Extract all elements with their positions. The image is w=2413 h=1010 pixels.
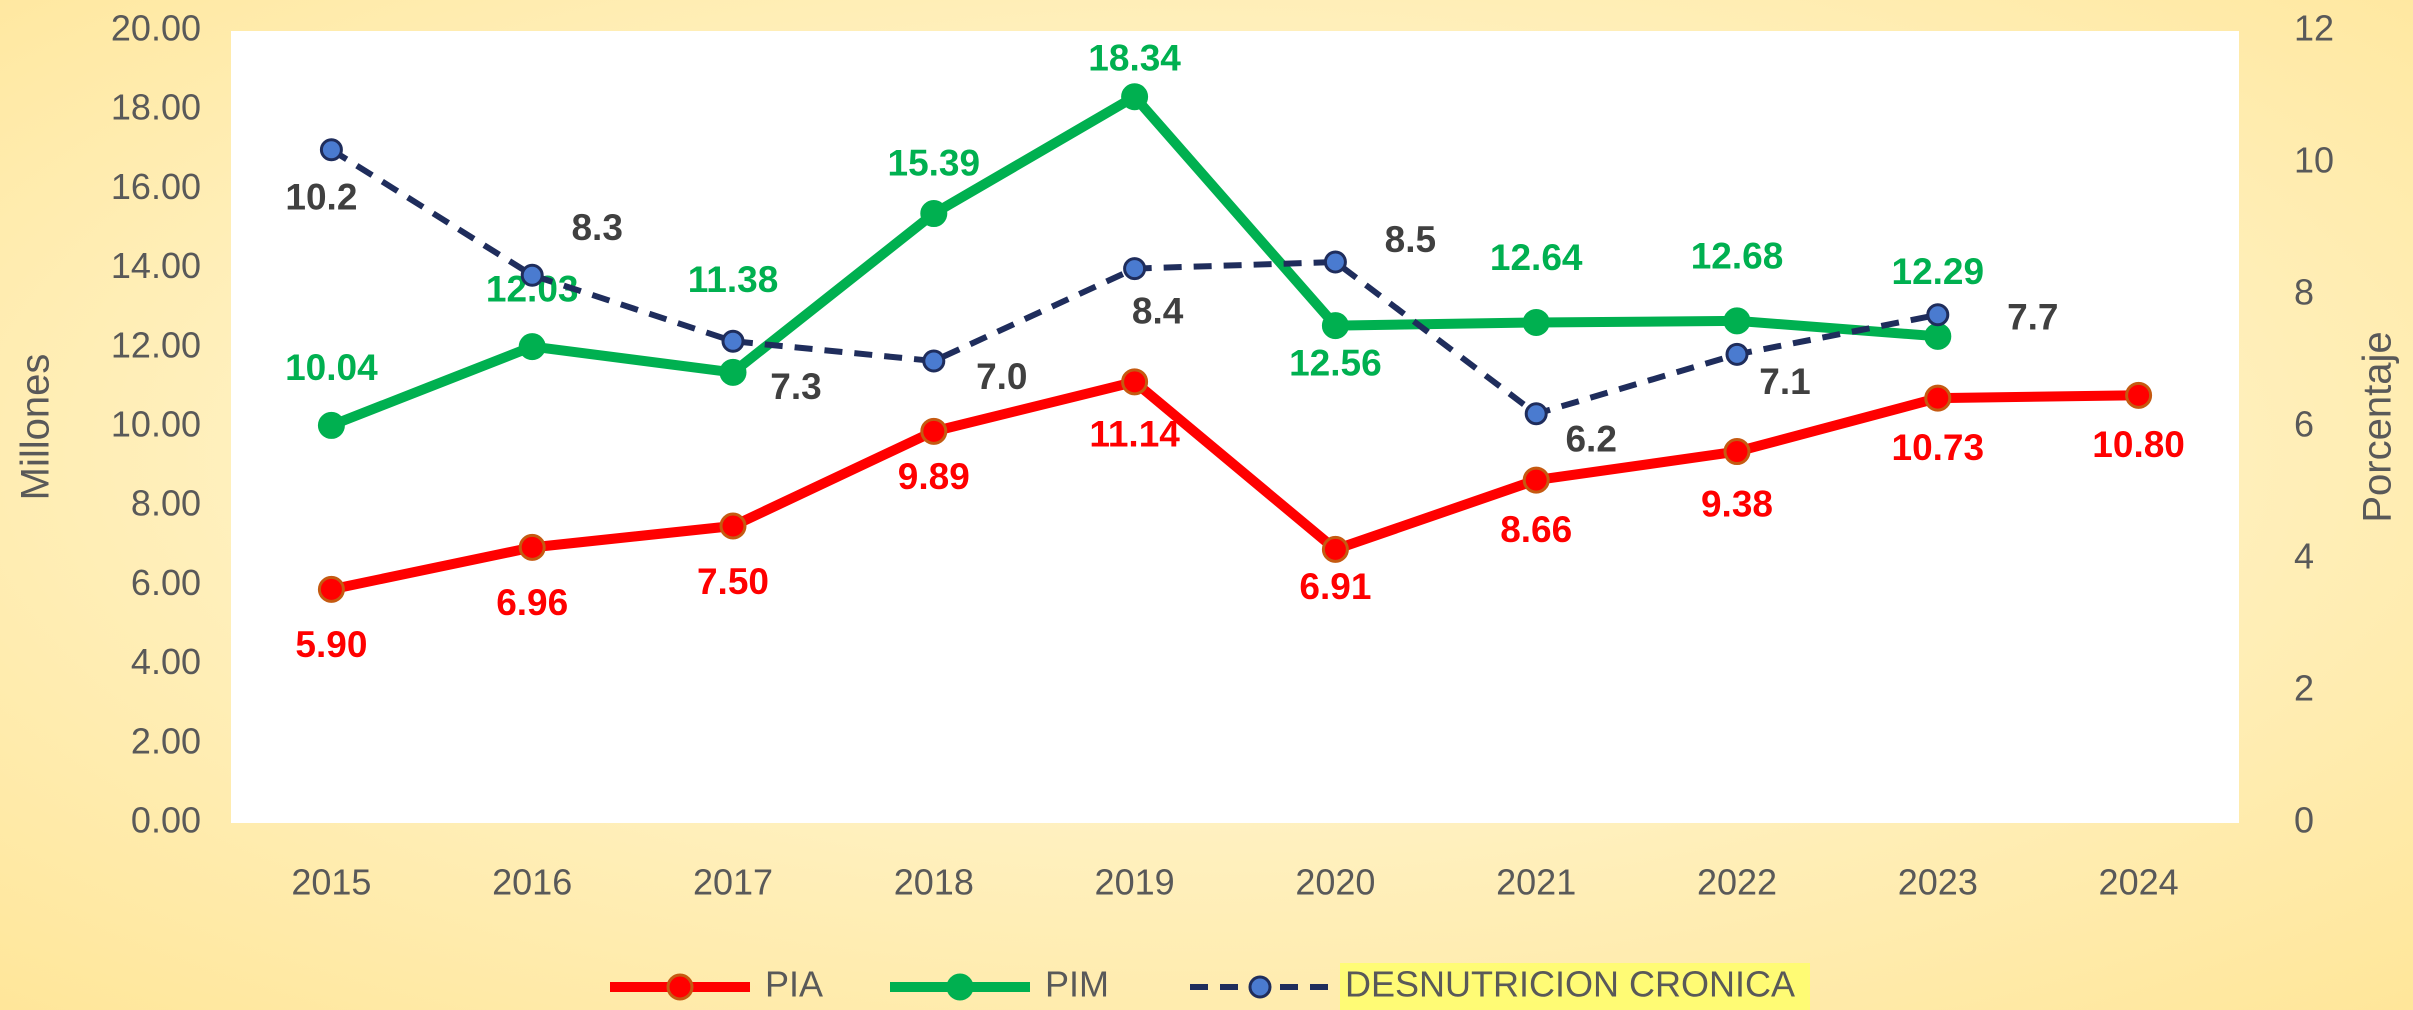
point-marker — [1723, 307, 1751, 335]
point-marker — [1926, 303, 1950, 327]
point-marker — [2125, 381, 2153, 409]
data-label: 15.39 — [888, 142, 981, 183]
y2-tick-label: 8 — [2294, 272, 2314, 313]
point-marker — [1924, 322, 1952, 350]
y-tick-label: 2.00 — [131, 720, 201, 761]
data-label: 6.2 — [1565, 419, 1616, 460]
data-label: 7.3 — [770, 366, 821, 407]
point-marker — [719, 358, 747, 386]
y-tick-label: 6.00 — [131, 562, 201, 603]
y2-tick-label: 12 — [2294, 8, 2334, 49]
data-label: 12.64 — [1490, 237, 1583, 278]
y-tick-label: 20.00 — [111, 8, 201, 49]
point-marker — [1321, 535, 1349, 563]
point-marker — [520, 263, 544, 287]
data-label: 9.38 — [1701, 483, 1773, 524]
y-tick-label: 16.00 — [111, 166, 201, 207]
data-label: 10.2 — [285, 177, 357, 218]
y-tick-label: 12.00 — [111, 324, 201, 365]
legend-label: PIA — [765, 964, 823, 1005]
x-tick-label: 2017 — [693, 862, 773, 903]
x-tick-label: 2023 — [1898, 862, 1978, 903]
point-marker — [920, 200, 948, 228]
legend-label: DESNUTRICION CRONICA — [1345, 964, 1795, 1005]
legend-label: PIM — [1045, 964, 1109, 1005]
point-marker — [1323, 250, 1347, 274]
y-axis-title: Millones — [14, 354, 58, 501]
legend-highlight — [1340, 963, 1810, 1010]
x-tick-label: 2024 — [2099, 862, 2179, 903]
x-tick-label: 2018 — [894, 862, 974, 903]
data-label: 12.29 — [1892, 251, 1985, 292]
point-marker — [1522, 308, 1550, 336]
y-tick-label: 0.00 — [131, 800, 201, 841]
y-tick-label: 8.00 — [131, 483, 201, 524]
point-marker — [1121, 368, 1149, 396]
point-marker — [1522, 466, 1550, 494]
point-marker — [518, 333, 546, 361]
point-marker — [1924, 384, 1952, 412]
point-marker — [920, 417, 948, 445]
data-label: 8.4 — [1132, 290, 1184, 331]
data-label: 6.96 — [496, 582, 568, 623]
x-tick-label: 2019 — [1095, 862, 1175, 903]
data-label: 7.50 — [697, 561, 769, 602]
data-label: 6.91 — [1299, 566, 1371, 607]
data-label: 7.1 — [1759, 361, 1810, 402]
point-marker — [518, 533, 546, 561]
point-marker — [317, 575, 345, 603]
data-label: 12.68 — [1691, 236, 1784, 277]
data-label: 10.80 — [2092, 424, 2185, 465]
point-marker — [1321, 312, 1349, 340]
data-label: 8.5 — [1385, 219, 1436, 260]
point-marker — [721, 329, 745, 353]
y2-tick-label: 10 — [2294, 140, 2334, 181]
x-tick-label: 2020 — [1295, 862, 1375, 903]
data-label: 11.38 — [688, 259, 779, 300]
point-marker — [1123, 257, 1147, 281]
point-marker — [1524, 402, 1548, 426]
x-tick-label: 2021 — [1496, 862, 1576, 903]
y2-tick-label: 0 — [2294, 800, 2314, 841]
data-label: 11.14 — [1089, 414, 1180, 455]
data-label: 7.0 — [976, 356, 1027, 397]
y-tick-label: 18.00 — [111, 87, 201, 128]
data-label: 12.56 — [1289, 342, 1382, 383]
plot-area — [231, 31, 2239, 823]
y-tick-label: 14.00 — [111, 245, 201, 286]
data-label: 18.34 — [1088, 38, 1181, 79]
data-label: 10.73 — [1892, 427, 1985, 468]
x-tick-label: 2016 — [492, 862, 572, 903]
data-label: 10.04 — [285, 347, 378, 388]
data-label: 7.7 — [2007, 297, 2058, 338]
data-label: 8.66 — [1500, 509, 1572, 550]
y-tick-label: 4.00 — [131, 641, 201, 682]
y-tick-label: 10.00 — [111, 404, 201, 445]
x-tick-label: 2022 — [1697, 862, 1777, 903]
point-marker — [1121, 83, 1149, 111]
legend-marker — [946, 973, 974, 1001]
legend-marker — [1248, 975, 1272, 999]
point-marker — [317, 411, 345, 439]
data-label: 9.89 — [898, 456, 970, 497]
data-label: 5.90 — [295, 624, 367, 665]
data-label: 8.3 — [571, 207, 622, 248]
series-line — [330, 376, 2139, 595]
y2-tick-label: 4 — [2294, 536, 2314, 577]
point-marker — [319, 138, 343, 162]
point-marker — [1723, 438, 1751, 466]
point-marker — [1725, 342, 1749, 366]
point-marker — [719, 512, 747, 540]
y2-axis-title: Porcentaje — [2356, 331, 2400, 522]
y2-tick-label: 6 — [2294, 404, 2314, 445]
y2-tick-label: 2 — [2294, 668, 2314, 709]
point-marker — [922, 349, 946, 373]
legend-marker — [666, 973, 694, 1001]
x-tick-label: 2015 — [291, 862, 371, 903]
